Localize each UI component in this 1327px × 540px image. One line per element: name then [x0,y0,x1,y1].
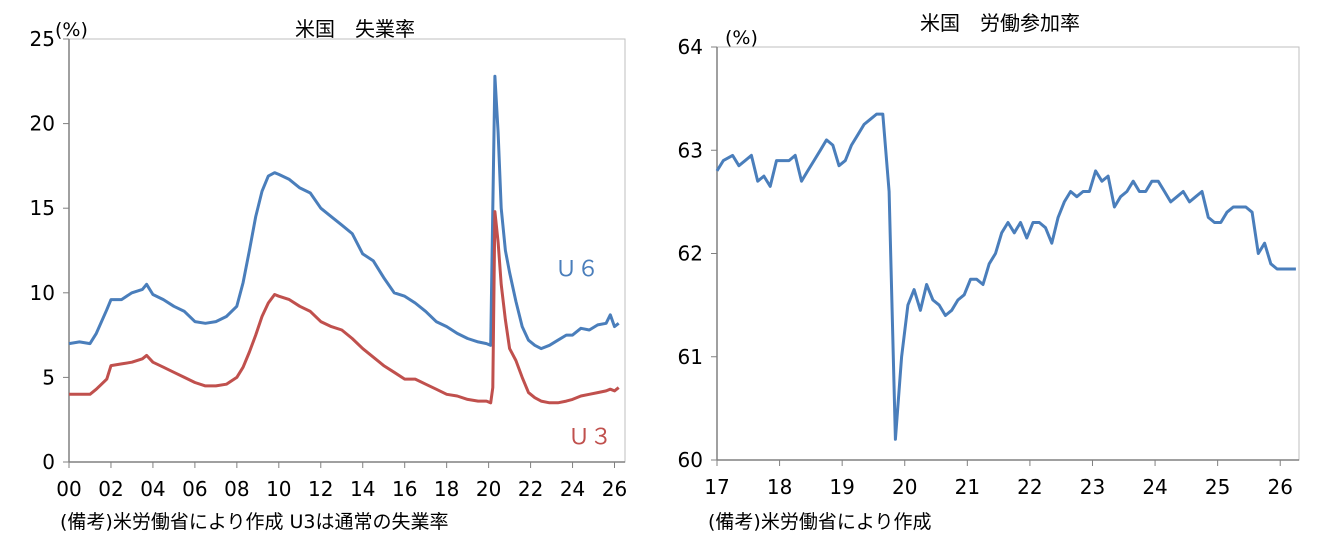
x-tick-label: 22 [1017,475,1042,499]
x-tick-label: 20 [892,475,917,499]
y-tick-label: 0 [42,450,55,474]
y-tick-label: 25 [30,27,55,51]
series-lines [68,74,620,405]
x-tick-label: 06 [182,477,207,501]
footnote-left: (備考)米労働省により作成 U3は通常の失業率 [60,511,449,533]
footnote-right: (備考)米労働省により作成 [708,511,932,533]
series-line-0 [68,74,620,351]
x-tick-label: 02 [98,477,123,501]
series-label-u6: Ｕ６ [555,257,599,282]
y-tick-label: 5 [42,365,55,389]
x-tick-label: 18 [767,475,792,499]
x-ticks: 00 02 04 06 08 10 12 14 16 18 20 22 24 26 [56,462,627,501]
y-tick-label: 15 [30,196,55,220]
y-ticks: 0 5 10 15 20 25 [30,27,69,474]
x-tick-label: 00 [56,477,81,501]
x-tick-label: 10 [266,477,291,501]
x-tick-label: 04 [140,477,165,501]
y-tick-label: 61 [678,345,703,369]
chart-title: 米国 労働参加率 [920,11,1080,35]
x-tick-label: 12 [308,477,333,501]
x-tick-label: 08 [224,477,249,501]
y-tick-label: 20 [30,112,55,136]
unit-label: (%) [725,27,758,49]
x-tick-label: 24 [1142,475,1167,499]
x-tick-label: 21 [955,475,980,499]
x-tick-label: 23 [1080,475,1105,499]
chart-title: 米国 失業率 [295,17,415,41]
x-tick-label: 26 [602,477,627,501]
x-ticks: 17 18 19 20 21 22 23 24 25 26 [704,460,1293,499]
unemployment-chart: 米国 失業率 (%) 00 02 04 06 08 10 12 14 16 18 20 22 24 26 … [30,17,628,501]
y-tick-label: 10 [30,281,55,305]
plot-area [716,46,1300,461]
x-tick-label: 24 [560,477,585,501]
y-tick-label: 60 [678,448,703,472]
x-tick-label: 20 [476,477,501,501]
plot-area [68,38,626,463]
x-tick-label: 22 [518,477,543,501]
series-lines [715,112,1296,441]
series-label-u3: Ｕ３ [568,425,612,450]
x-tick-label: 16 [392,477,417,501]
y-tick-label: 64 [678,35,703,59]
series-line-1 [69,210,620,405]
x-tick-label: 25 [1205,475,1230,499]
unit-label: (%) [55,19,88,41]
y-ticks: 60 61 62 63 64 [678,35,717,472]
x-tick-label: 17 [704,475,729,499]
series-line-0 [715,112,1296,441]
x-tick-label: 18 [434,477,459,501]
y-tick-label: 62 [678,242,703,266]
x-tick-label: 19 [829,475,854,499]
participation-chart: 米国 労働参加率 (%) 17 18 19 20 21 22 23 24 25 26 60 61 62… [678,11,1300,499]
x-tick-label: 14 [350,477,375,501]
y-tick-label: 63 [678,138,703,162]
x-tick-label: 26 [1267,475,1292,499]
